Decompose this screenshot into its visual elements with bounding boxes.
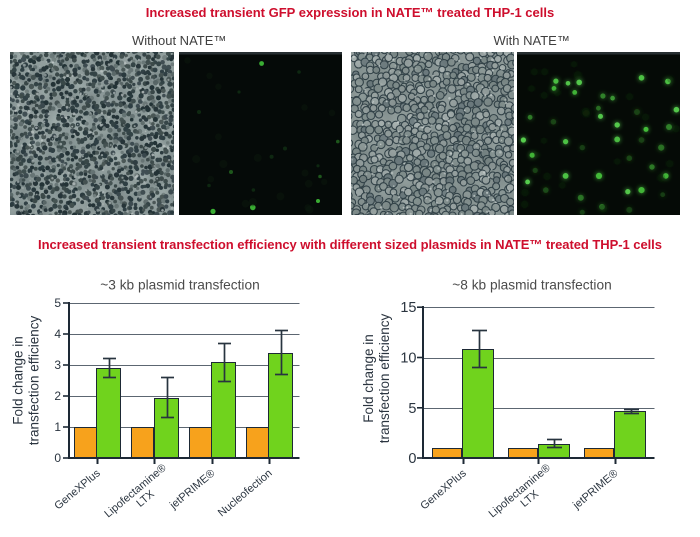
svg-text:10: 10 bbox=[400, 351, 416, 367]
svg-text:5: 5 bbox=[54, 296, 61, 310]
svg-text:jetPRIME®: jetPRIME® bbox=[167, 467, 217, 512]
svg-text:15: 15 bbox=[400, 300, 416, 316]
svg-text:~8 kb plasmid transfection: ~8 kb plasmid transfection bbox=[452, 278, 611, 293]
svg-text:Nucleofection: Nucleofection bbox=[216, 467, 275, 519]
svg-text:3: 3 bbox=[54, 358, 61, 372]
svg-text:Lipofectamine®: Lipofectamine® bbox=[487, 462, 553, 520]
svg-text:~3 kb plasmid transfection: ~3 kb plasmid transfection bbox=[100, 278, 259, 293]
svg-text:Fold change in: Fold change in bbox=[11, 336, 26, 425]
svg-text:2: 2 bbox=[54, 389, 61, 403]
svg-text:jetPRIME®: jetPRIME® bbox=[570, 467, 620, 512]
svg-text:0: 0 bbox=[408, 451, 416, 467]
svg-text:4: 4 bbox=[54, 327, 61, 341]
svg-text:0: 0 bbox=[54, 451, 61, 465]
svg-text:Lipofectamine®: Lipofectamine® bbox=[102, 462, 168, 520]
svg-text:1: 1 bbox=[54, 420, 61, 434]
svg-text:transfection efficiency: transfection efficiency bbox=[377, 313, 392, 443]
svg-text:GeneXPlus: GeneXPlus bbox=[418, 467, 469, 512]
svg-text:Fold change in: Fold change in bbox=[361, 334, 376, 423]
svg-text:GeneXPlus: GeneXPlus bbox=[52, 467, 103, 512]
svg-text:5: 5 bbox=[408, 401, 416, 417]
svg-text:transfection efficiency: transfection efficiency bbox=[27, 315, 42, 445]
